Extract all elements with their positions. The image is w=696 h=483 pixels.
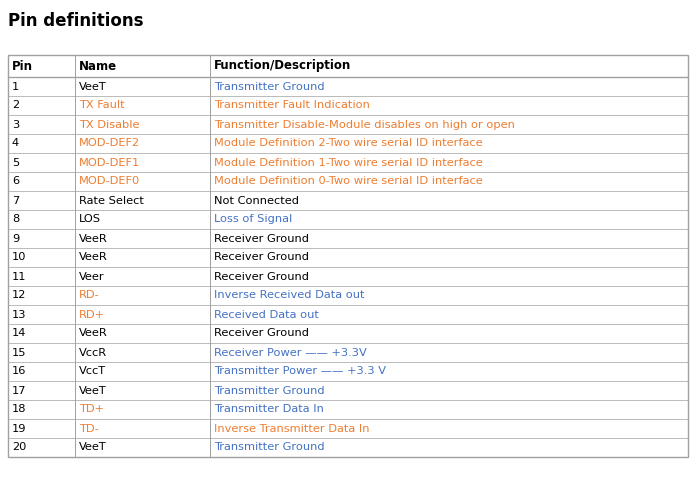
Text: 13: 13 <box>12 310 26 319</box>
Text: TX Fault: TX Fault <box>79 100 125 111</box>
Text: Receiver Ground: Receiver Ground <box>214 253 309 262</box>
Text: VccR: VccR <box>79 347 107 357</box>
Text: 2: 2 <box>12 100 19 111</box>
Text: Inverse Transmitter Data In: Inverse Transmitter Data In <box>214 424 370 434</box>
Text: Rate Select: Rate Select <box>79 196 144 205</box>
Text: Received Data out: Received Data out <box>214 310 319 319</box>
Text: 14: 14 <box>12 328 26 339</box>
Text: TX Disable: TX Disable <box>79 119 139 129</box>
Text: 4: 4 <box>12 139 19 148</box>
Text: Transmitter Fault Indication: Transmitter Fault Indication <box>214 100 370 111</box>
Text: 10: 10 <box>12 253 26 262</box>
Text: Receiver Ground: Receiver Ground <box>214 271 309 282</box>
Text: RD-: RD- <box>79 290 100 300</box>
Text: VeeR: VeeR <box>79 328 108 339</box>
Text: Transmitter Ground: Transmitter Ground <box>214 442 324 453</box>
Text: 1: 1 <box>12 82 19 91</box>
Text: VeeT: VeeT <box>79 442 106 453</box>
Text: TD-: TD- <box>79 424 99 434</box>
Text: Module Definition 0-Two wire serial ID interface: Module Definition 0-Two wire serial ID i… <box>214 176 483 186</box>
Text: Transmitter Ground: Transmitter Ground <box>214 82 324 91</box>
Text: Pin: Pin <box>12 59 33 72</box>
Text: Transmitter Data In: Transmitter Data In <box>214 404 324 414</box>
Text: VeeT: VeeT <box>79 385 106 396</box>
Text: VeeR: VeeR <box>79 233 108 243</box>
Text: Inverse Received Data out: Inverse Received Data out <box>214 290 365 300</box>
Text: Receiver Ground: Receiver Ground <box>214 328 309 339</box>
Text: 19: 19 <box>12 424 26 434</box>
Text: Veer: Veer <box>79 271 104 282</box>
Text: Receiver Ground: Receiver Ground <box>214 233 309 243</box>
Text: 18: 18 <box>12 404 26 414</box>
Text: 20: 20 <box>12 442 26 453</box>
Text: 9: 9 <box>12 233 19 243</box>
Text: Transmitter Disable-Module disables on high or open: Transmitter Disable-Module disables on h… <box>214 119 515 129</box>
Text: 7: 7 <box>12 196 19 205</box>
Text: 5: 5 <box>12 157 19 168</box>
Bar <box>8 55 688 457</box>
Text: Transmitter Power —— +3.3 V: Transmitter Power —— +3.3 V <box>214 367 386 377</box>
Text: RD+: RD+ <box>79 310 105 319</box>
Text: VccT: VccT <box>79 367 106 377</box>
Text: 12: 12 <box>12 290 26 300</box>
Text: Loss of Signal: Loss of Signal <box>214 214 292 225</box>
Text: Transmitter Ground: Transmitter Ground <box>214 385 324 396</box>
Text: 8: 8 <box>12 214 19 225</box>
Text: TD+: TD+ <box>79 404 104 414</box>
Text: MOD-DEF2: MOD-DEF2 <box>79 139 140 148</box>
Text: 15: 15 <box>12 347 26 357</box>
Text: 16: 16 <box>12 367 26 377</box>
Text: 11: 11 <box>12 271 26 282</box>
Text: MOD-DEF0: MOD-DEF0 <box>79 176 141 186</box>
Text: VeeT: VeeT <box>79 82 106 91</box>
Text: MOD-DEF1: MOD-DEF1 <box>79 157 141 168</box>
Text: VeeR: VeeR <box>79 253 108 262</box>
Text: 6: 6 <box>12 176 19 186</box>
Text: Name: Name <box>79 59 117 72</box>
Text: LOS: LOS <box>79 214 101 225</box>
Text: 17: 17 <box>12 385 26 396</box>
Text: 3: 3 <box>12 119 19 129</box>
Text: Function/Description: Function/Description <box>214 59 351 72</box>
Text: Module Definition 1-Two wire serial ID interface: Module Definition 1-Two wire serial ID i… <box>214 157 483 168</box>
Text: Receiver Power —— +3.3V: Receiver Power —— +3.3V <box>214 347 367 357</box>
Text: Module Definition 2-Two wire serial ID interface: Module Definition 2-Two wire serial ID i… <box>214 139 482 148</box>
Text: Not Connected: Not Connected <box>214 196 299 205</box>
Text: Pin definitions: Pin definitions <box>8 12 143 30</box>
